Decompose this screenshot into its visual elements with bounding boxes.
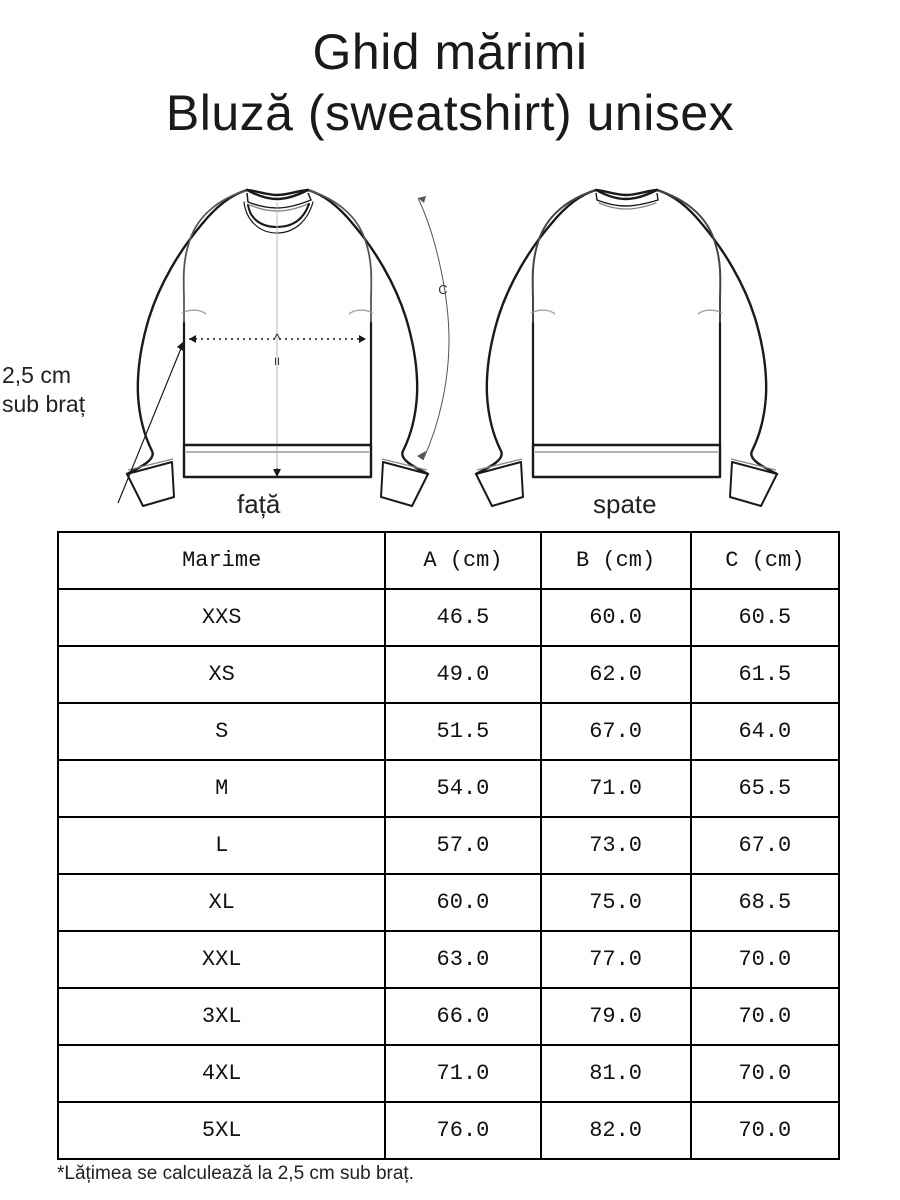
svg-text:^: ^ bbox=[274, 331, 281, 346]
svg-text:C: C bbox=[438, 282, 447, 297]
svg-text:II: II bbox=[274, 356, 280, 368]
